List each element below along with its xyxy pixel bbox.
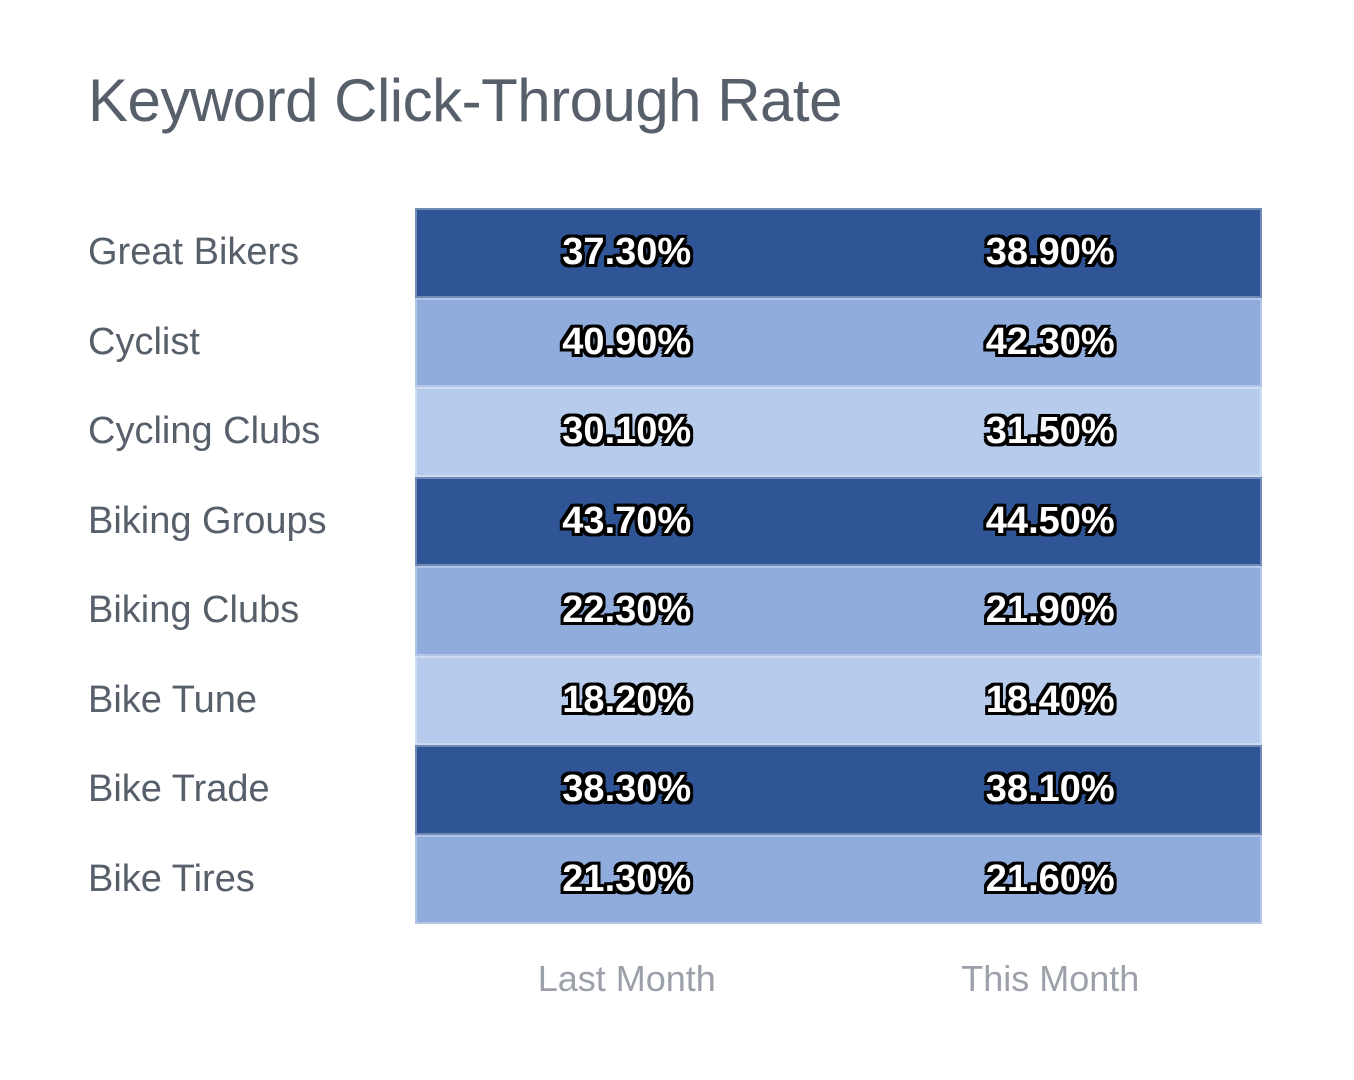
ctr-value: 37.30% (562, 231, 692, 274)
value-cell: 37.30% (415, 208, 839, 298)
heatmap-row: 18.20% 18.40% (415, 655, 1263, 746)
heatmap-row: 22.30% 21.90% (415, 566, 1262, 656)
ctr-value: 18.20% (562, 678, 692, 721)
value-cell: 30.10% (415, 387, 839, 477)
category-axis: Great Bikers Cyclist Cycling Clubs Bikin… (88, 208, 403, 924)
heatmap-grid: 37.30% 38.90% 40.90% 42.30% 30.10% 31.50… (415, 208, 1262, 924)
heatmap-row: 37.30% 38.90% (415, 208, 1262, 298)
ctr-value: 38.90% (985, 231, 1115, 274)
value-cell: 18.40% (839, 656, 1263, 746)
axis-label-this-month: This Month (961, 958, 1140, 999)
ctr-value: 42.30% (985, 320, 1115, 363)
heatmap-row: 21.30% 21.60% (415, 834, 1263, 925)
value-cell: 22.30% (415, 566, 839, 656)
row-label: Biking Clubs (88, 589, 300, 632)
row-label: Bike Trade (88, 768, 270, 811)
row-label: Cycling Clubs (88, 410, 321, 453)
value-cell: 38.10% (839, 745, 1263, 835)
chart-title: Keyword Click-Through Rate (88, 67, 842, 134)
ctr-value: 21.60% (985, 857, 1115, 900)
axis-label-last-month: Last Month (537, 958, 716, 999)
ctr-value: 40.90% (562, 320, 692, 363)
value-cell: 42.30% (839, 298, 1263, 388)
value-cell: 38.90% (839, 208, 1263, 298)
heatmap-row: 43.70% 44.50% (415, 476, 1263, 567)
ctr-value: 44.50% (985, 499, 1115, 542)
column-axis: Last Month This Month (415, 958, 1262, 1000)
ctr-value: 30.10% (562, 410, 692, 453)
ctr-value: 21.90% (985, 589, 1115, 632)
heatmap-row: 38.30% 38.10% (415, 745, 1262, 835)
ctr-value: 22.30% (562, 589, 692, 632)
value-cell: 21.30% (415, 835, 839, 925)
value-cell: 43.70% (415, 477, 839, 567)
ctr-value: 38.10% (985, 768, 1115, 811)
value-cell: 44.50% (839, 477, 1263, 567)
value-cell: 40.90% (415, 298, 839, 388)
row-label: Biking Groups (88, 499, 327, 542)
heatmap-row: 30.10% 31.50% (415, 387, 1262, 477)
row-label: Bike Tires (88, 857, 255, 900)
heatmap-row: 40.90% 42.30% (415, 297, 1263, 388)
value-cell: 21.90% (839, 566, 1263, 656)
value-cell: 18.20% (415, 656, 839, 746)
row-label: Cyclist (88, 320, 200, 363)
ctr-value: 38.30% (562, 768, 692, 811)
ctr-value: 21.30% (562, 857, 692, 900)
row-label: Great Bikers (88, 231, 300, 274)
value-cell: 21.60% (839, 835, 1263, 925)
ctr-value: 31.50% (985, 410, 1115, 453)
ctr-value: 43.70% (562, 499, 692, 542)
ctr-value: 18.40% (985, 678, 1115, 721)
value-cell: 38.30% (415, 745, 839, 835)
value-cell: 31.50% (839, 387, 1263, 477)
row-label: Bike Tune (88, 678, 257, 721)
